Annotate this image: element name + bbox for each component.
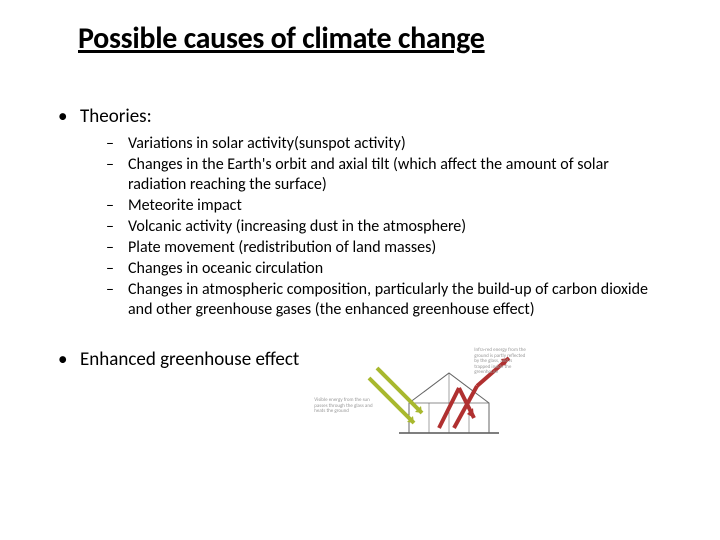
greenhouse-heading: Enhanced greenhouse effect — [50, 348, 299, 371]
greenhouse-row: Enhanced greenhouse effect — [50, 348, 670, 448]
content-area: Theories: Variations in solar activity(s… — [50, 105, 670, 448]
theories-list: Variations in solar activity(sunspot act… — [80, 134, 670, 320]
bottom-section: Enhanced greenhouse effect — [50, 348, 670, 448]
list-item: Changes in the Earth's orbit and axial t… — [106, 155, 670, 195]
list-item: Volcanic activity (increasing dust in th… — [106, 217, 670, 237]
bullet-list-level1: Theories: Variations in solar activity(s… — [50, 105, 670, 320]
greenhouse-roof-line — [424, 373, 449, 392]
slide-title: Possible causes of climate change — [78, 20, 670, 57]
list-item: Changes in atmospheric composition, part… — [106, 280, 670, 320]
slide: Possible causes of climate change Theori… — [0, 0, 720, 540]
list-item: Changes in oceanic circulation — [106, 259, 670, 279]
greenhouse-bullet: Enhanced greenhouse effect — [50, 348, 299, 377]
diagram-label-left: Visible energy from the sun passes throu… — [314, 398, 374, 415]
theories-heading: Theories: Variations in solar activity(s… — [50, 105, 670, 320]
list-item: Variations in solar activity(sunspot act… — [106, 134, 670, 154]
theories-label: Theories: — [80, 105, 152, 128]
diagram-label-right: Infra-red energy from the ground is part… — [474, 348, 529, 376]
greenhouse-diagram: Visible energy from the sun passes throu… — [309, 348, 529, 448]
list-item: Plate movement (redistribution of land m… — [106, 238, 670, 258]
list-item: Meteorite impact — [106, 196, 670, 216]
